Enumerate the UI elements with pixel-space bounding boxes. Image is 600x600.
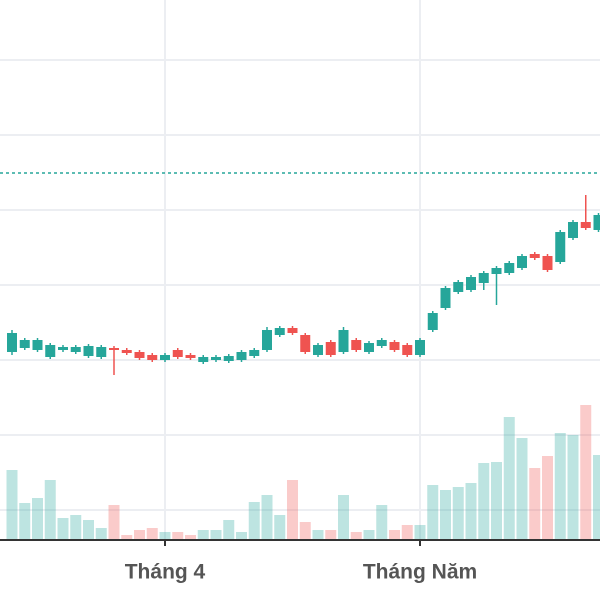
candle-body <box>274 328 285 335</box>
volume-bar <box>146 528 158 540</box>
candle-body <box>568 222 578 238</box>
volume-bar <box>57 518 69 540</box>
volume-bar <box>185 535 196 540</box>
candle-body <box>211 357 221 360</box>
candle-body <box>160 355 170 360</box>
candle-body <box>364 343 374 352</box>
candle-body <box>19 340 30 348</box>
volume-bar <box>159 532 171 540</box>
candle-body <box>504 263 515 273</box>
volume-bar <box>414 525 426 540</box>
candle-body <box>593 215 600 230</box>
candle-body <box>287 328 298 333</box>
candle-body <box>517 256 527 268</box>
volume-bar <box>121 535 133 540</box>
candle-body <box>402 345 413 355</box>
volume-bar <box>478 463 490 540</box>
volume-bar <box>516 438 528 540</box>
volume-bar <box>440 490 451 540</box>
volume-bar <box>427 485 439 540</box>
volume-bar <box>287 480 298 540</box>
candle-body <box>198 357 209 362</box>
candle-body <box>32 340 43 350</box>
candle-body <box>427 313 438 330</box>
candle-body <box>542 256 553 270</box>
candle-body <box>262 330 272 350</box>
volume-bar <box>452 487 464 540</box>
volume-bar <box>197 530 209 540</box>
candle-body <box>325 342 336 355</box>
candle-body <box>529 254 540 258</box>
candle-body <box>415 340 425 355</box>
volume-bar <box>376 505 388 540</box>
volume-bar <box>172 532 184 540</box>
candle-body <box>70 347 81 352</box>
candle-body <box>96 347 107 357</box>
x-tick-label: Tháng 4 <box>125 561 206 584</box>
candle-body <box>466 277 476 290</box>
volume-bar <box>401 525 413 540</box>
volume-bar <box>503 417 515 540</box>
x-tick-label: Tháng Năm <box>363 561 477 584</box>
volume-bar <box>567 435 579 540</box>
volume-bar <box>19 503 31 540</box>
candle-body <box>351 340 362 350</box>
volume-bar <box>312 530 324 540</box>
volume-bar <box>210 530 222 540</box>
candle-body <box>440 288 451 308</box>
volume-bar <box>44 480 56 540</box>
volume-bar <box>274 515 286 540</box>
candle-body <box>491 268 502 274</box>
candle-body <box>58 347 68 350</box>
volume-bar <box>389 530 400 540</box>
volume-bar <box>363 530 375 540</box>
candle-body <box>7 333 17 352</box>
candle-body <box>172 350 183 357</box>
candle-body <box>109 348 119 350</box>
volume-bar <box>491 462 502 540</box>
volume-bar <box>554 433 566 540</box>
candle-body <box>376 340 387 346</box>
candle-body <box>249 350 260 356</box>
volume-bar <box>299 522 311 540</box>
candle-body <box>223 356 234 361</box>
candle-body <box>83 346 94 356</box>
candle-body <box>185 355 196 358</box>
candle-body <box>313 345 323 355</box>
volume-bar <box>70 515 82 540</box>
volume-bar <box>134 530 145 540</box>
candle-body <box>389 342 400 350</box>
candle-body <box>555 232 566 262</box>
candle-body <box>236 352 247 360</box>
candle-body <box>580 222 591 228</box>
volume-bar <box>261 495 273 540</box>
candle-body <box>478 273 489 283</box>
volume-bar <box>83 520 94 540</box>
volume-bar <box>95 528 107 540</box>
candle-body <box>121 350 132 353</box>
candle-body <box>453 282 464 292</box>
volume-bar <box>32 498 43 540</box>
volume-bar <box>108 505 120 540</box>
candle-body <box>338 330 349 352</box>
volume-bar <box>223 520 235 540</box>
volume-bar <box>325 530 337 540</box>
volume-bar <box>542 456 553 540</box>
candle-body <box>147 355 158 360</box>
volume-bar <box>338 495 349 540</box>
candle-body <box>45 345 56 357</box>
volume-bar <box>350 532 362 540</box>
volume-bar <box>593 455 600 540</box>
candle-body <box>134 352 145 358</box>
volume-bar <box>6 470 18 540</box>
volume-bar <box>465 483 477 540</box>
volume-bar <box>529 468 541 540</box>
candle-body <box>300 335 311 352</box>
volume-bar <box>248 502 260 540</box>
volume-bar <box>236 532 247 540</box>
volume-bar <box>580 405 592 540</box>
